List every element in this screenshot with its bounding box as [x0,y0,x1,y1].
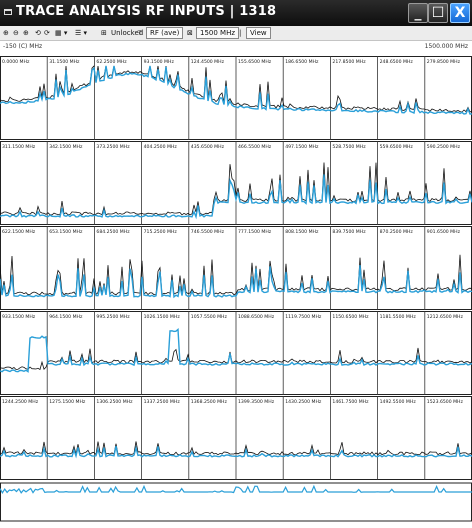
trace-current [0,441,472,456]
frequency-label: 901.6500 MHz [427,229,461,235]
frequency-label: 1088.6500 MHz [238,314,275,320]
frequency-label: 995.2500 MHz [96,314,130,320]
frequency-label: 1399.3500 MHz [238,399,275,405]
frequency-label: 1150.6500 MHz [332,314,369,320]
range-info-bar: -150 (C) MHz 1500.000 MHz [0,41,472,53]
unlock-icon[interactable]: ⊞ [101,29,107,37]
frequency-label: 1026.1500 MHz [144,314,181,320]
trace-row[interactable]: 311.1500 MHz 342.1500 MHz 373.2500 MHz 404.… [0,141,472,225]
rf-mode-dropdown[interactable]: RF (ave) [146,27,184,39]
window-icon [4,9,12,15]
frequency-label: 528.7500 MHz [332,144,366,150]
frequency-label: 684.2500 MHz [96,229,130,235]
frequency-label: 497.1500 MHz [285,144,319,150]
frequency-label: 1492.5500 MHz [380,399,417,405]
range-start-label: -150 (C) MHz [3,43,43,50]
marker-icon: | [239,29,242,37]
list-menu-icon[interactable]: ☰ ▾ [75,29,88,37]
view-dropdown[interactable]: View [246,27,271,39]
frequency-label: 404.2500 MHz [144,144,178,150]
trace-average [0,65,472,115]
frequency-label: 0.0000 MHz [2,59,30,65]
frequency-label: 622.1500 MHz [2,229,36,235]
toolbar: ⊕ ⊖ ⊕ ⟲ ⟳ ▦ ▾ ☰ ▾ ⊞ Unlocked ⊤ RF (ave) … [0,26,472,41]
frequency-label: 1244.2500 MHz [2,399,39,405]
frequency-label: 1368.2500 MHz [191,399,228,405]
frequency-label: 373.2500 MHz [96,144,130,150]
frequency-label: 311.1500 MHz [2,144,36,150]
trace-average [0,328,472,373]
frequency-label: 435.6500 MHz [191,144,225,150]
frequency-label: 342.1500 MHz [49,144,83,150]
overview-frame [0,482,472,522]
frequency-label: 1337.2500 MHz [144,399,181,405]
span-icon: ⊠ [187,29,193,37]
trace-current [0,65,472,113]
frequency-label: 933.1500 MHz [2,314,36,320]
trace-average [0,445,472,459]
trace-plot-svg[interactable]: 0.0000 MHz 31.1500 MHz 62.2500 MHz 93.1500 … [0,56,472,524]
frequency-label: 559.6500 MHz [380,144,414,150]
frequency-label: 715.2500 MHz [144,229,178,235]
trace-plot-area[interactable]: 0.0000 MHz 31.1500 MHz 62.2500 MHz 93.1500 … [0,56,472,524]
range-end-label: 1500.000 MHz [424,43,468,50]
trace-row[interactable]: 0.0000 MHz 31.1500 MHz 62.2500 MHz 93.1500 … [0,56,472,140]
close-button[interactable]: X [450,3,470,23]
title-bar[interactable]: TRACE ANALYSIS RF INPUTS | 1318 _ ☐ X [0,0,472,26]
rotate-right-icon[interactable]: ⟳ [44,29,50,37]
rotate-left-icon[interactable]: ⟲ [35,29,41,37]
frequency-label: 1523.6500 MHz [427,399,464,405]
frequency-label: 279.8500 MHz [427,59,461,65]
filter-icon: ⊤ [137,29,144,37]
trace-row[interactable]: 622.1500 MHz 653.1500 MHz 684.2500 MHz 715.… [0,226,472,310]
span-dropdown[interactable]: 1500 MHz [196,27,240,39]
minimize-button[interactable]: _ [408,3,428,23]
frequency-label: 155.6500 MHz [238,59,272,65]
frequency-label: 653.1500 MHz [49,229,83,235]
frequency-label: 1119.7500 MHz [285,314,322,320]
frequency-label: 1430.2500 MHz [285,399,322,405]
zoom-out-icon[interactable]: ⊖ [13,29,19,37]
grid-menu-icon[interactable]: ▦ ▾ [55,29,68,37]
trace-row[interactable]: 1244.2500 MHz 1275.1500 MHz 1306.2500 MHz 1… [0,396,472,480]
frequency-label: 1212.6500 MHz [427,314,464,320]
overview-trace [0,484,472,494]
trace-row[interactable]: 933.1500 MHz 964.1500 MHz 995.2500 MHz 1026… [0,311,472,395]
frequency-label: 186.6500 MHz [285,59,319,65]
frequency-label: 217.8500 MHz [332,59,366,65]
frequency-label: 964.1500 MHz [49,314,83,320]
frequency-label: 31.1500 MHz [49,59,80,65]
frequency-label: 466.5500 MHz [238,144,272,150]
maximize-button[interactable]: ☐ [428,3,448,23]
zoom-fit-icon[interactable]: ⊕ [23,29,29,37]
frequency-label: 839.7500 MHz [332,229,366,235]
frequency-label: 590.2500 MHz [427,144,461,150]
frequency-label: 1181.5500 MHz [380,314,417,320]
zoom-in-icon[interactable]: ⊕ [3,29,9,37]
frequency-label: 62.2500 MHz [96,59,127,65]
frequency-label: 870.2500 MHz [380,229,414,235]
frequency-label: 124.4500 MHz [191,59,225,65]
frequency-label: 746.5500 MHz [191,229,225,235]
overview-strip[interactable] [0,482,472,522]
trace-current [0,162,472,216]
window-title: TRACE ANALYSIS RF INPUTS | 1318 [16,4,277,19]
frequency-label: 248.6500 MHz [380,59,414,65]
frequency-label: 93.1500 MHz [144,59,175,65]
frequency-label: 808.1500 MHz [285,229,319,235]
frequency-label: 1275.1500 MHz [49,399,86,405]
frequency-label: 1306.2500 MHz [96,399,133,405]
trace-average [0,265,472,299]
unlocked-toggle[interactable]: Unlocked [111,29,144,37]
frequency-label: 1057.5500 MHz [191,314,228,320]
trace-current [0,347,472,371]
trace-average [0,174,472,220]
frequency-label: 777.1500 MHz [238,229,272,235]
frequency-label: 1461.7500 MHz [332,399,369,405]
